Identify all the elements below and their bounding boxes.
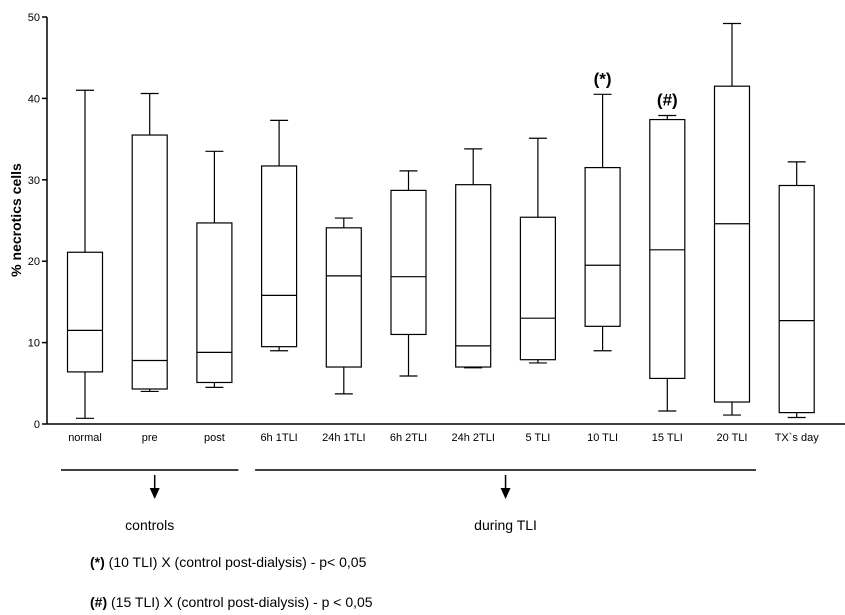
axes: 0 10 20 30 40 50 % necrotics cells <box>8 12 845 431</box>
group-label: controls <box>125 517 174 533</box>
x-category-label: 24h 1TLI <box>322 432 365 444</box>
box-9 <box>649 114 686 412</box>
note-1-text: (10 TLI) X (control post-dialysis) - p< … <box>104 554 367 570</box>
box-5 <box>390 170 427 377</box>
note-2-text: (15 TLI) X (control post-dialysis) - p <… <box>107 594 373 610</box>
arrow-down-icon <box>149 488 160 499</box>
x-category-label: normal <box>68 432 102 444</box>
significance-marker: (*) <box>594 69 612 88</box>
x-category-label: 15 TLI <box>652 432 683 444</box>
note-1-symbol: (*) <box>90 554 105 570</box>
iqr-box <box>519 216 557 361</box>
y-axis-title: % necrotics cells <box>8 163 24 277</box>
iqr-box <box>325 227 362 368</box>
iqr-box <box>455 184 492 368</box>
y-tick-label: 10 <box>28 338 40 350</box>
y-tick-label: 20 <box>28 256 40 268</box>
x-category-label: 20 TLI <box>717 432 748 444</box>
group-label: during TLI <box>474 517 537 533</box>
box-10 <box>713 22 751 416</box>
iqr-box <box>261 165 298 348</box>
group-brackets: controls during TLI <box>61 469 756 533</box>
box-4 <box>325 217 362 395</box>
iqr-box <box>713 85 751 403</box>
note-2-symbol: (#) <box>90 594 108 610</box>
x-category-label: 24h 2TLI <box>451 432 494 444</box>
iqr-box <box>390 189 427 336</box>
x-category-label: pre <box>142 432 158 444</box>
x-category-label: 6h 1TLI <box>260 432 297 444</box>
y-tick-label: 40 <box>28 93 40 105</box>
box-8 <box>584 93 621 352</box>
significance-note-1: (*) (10 TLI) X (control post-dialysis) -… <box>90 554 366 570</box>
box-1 <box>131 92 168 393</box>
arrow-down-icon <box>500 488 511 499</box>
x-category-label: 5 TLI <box>525 432 550 444</box>
significance-marker: (#) <box>657 90 678 109</box>
x-category-label: 6h 2TLI <box>390 432 427 444</box>
iqr-box <box>131 134 168 390</box>
iqr-box <box>778 184 815 414</box>
group-bracket-0: controls <box>61 469 239 533</box>
labels: normal pre post 6h 1TLI 24h 1TLI 6h 2TLI 24h 2… <box>68 69 819 444</box>
x-category-label: TX`s day <box>775 432 820 444</box>
iqr-box <box>66 251 104 373</box>
x-category-label: 10 TLI <box>587 432 618 444</box>
box-6 <box>455 148 492 369</box>
y-tick-label: 0 <box>34 419 40 431</box>
box-7 <box>519 137 557 364</box>
iqr-box <box>584 166 621 327</box>
y-tick-label: 30 <box>28 175 40 187</box>
iqr-box <box>196 222 233 384</box>
significance-note-2: (#) (15 TLI) X (control post-dialysis) -… <box>90 594 373 610</box>
y-tick-label: 50 <box>28 12 40 24</box>
iqr-box <box>649 118 686 380</box>
box-2 <box>196 150 233 388</box>
boxes <box>66 22 815 419</box>
box-0 <box>66 89 104 419</box>
box-3 <box>261 119 298 352</box>
group-bracket-1: during TLI <box>255 469 756 533</box>
x-category-label: post <box>204 432 225 444</box>
box-11 <box>778 161 815 419</box>
